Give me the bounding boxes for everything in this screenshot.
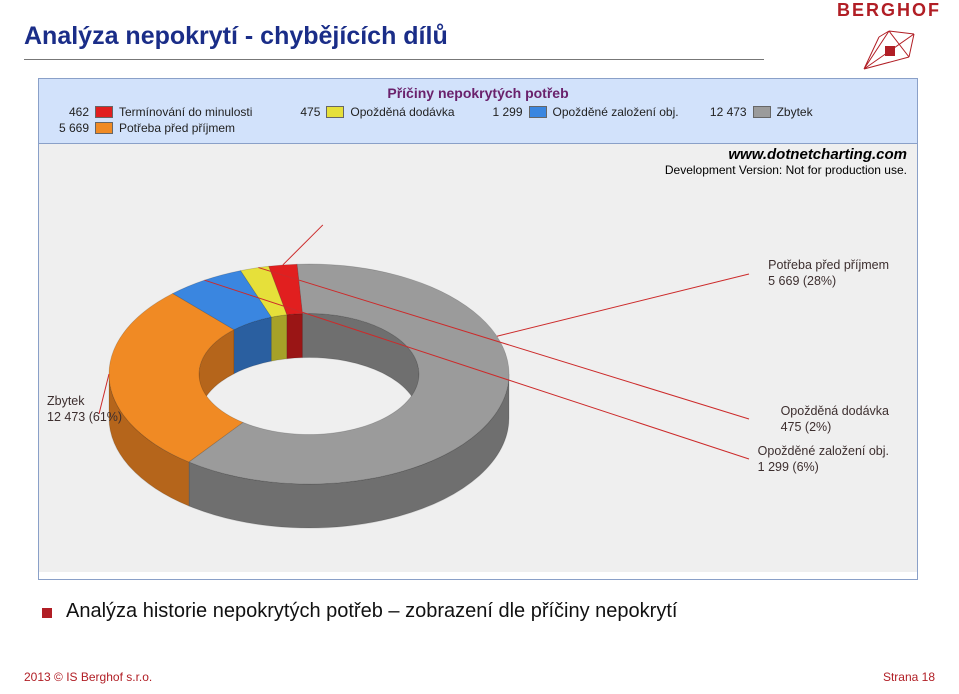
legend-count: 12 473	[707, 105, 747, 119]
legend-swatch	[95, 106, 113, 118]
callout-label: Potřeba před příjmem	[768, 258, 889, 272]
legend-count: 5 669	[49, 121, 89, 135]
chart-title: Příčiny nepokrytých potřeb	[49, 85, 907, 101]
callout-value: 12 473 (61%)	[47, 410, 122, 426]
footer-left: 2013 © IS Berghof s.r.o.	[24, 670, 152, 684]
legend-item: 5 669 Potřeba před příjmem	[49, 121, 235, 135]
legend-label: Zbytek	[777, 105, 813, 119]
callout-value: 5 669 (28%)	[768, 274, 889, 290]
slice-innerwall-termin	[287, 314, 303, 359]
legend-count: 475	[280, 105, 320, 119]
brand-icon	[859, 29, 919, 75]
chart-legend: Příčiny nepokrytých potřeb 462 Termínován…	[39, 79, 917, 144]
legend-label: Potřeba před příjmem	[119, 121, 235, 135]
footer: 2013 © IS Berghof s.r.o. Strana 18	[24, 670, 935, 684]
callout-label: Zbytek	[47, 394, 85, 408]
legend-item: 462 Termínování do minulosti	[49, 105, 252, 119]
brand-block: BERGHOF	[837, 0, 941, 75]
legend-item: 12 473 Zbytek	[707, 105, 813, 119]
chart-plot-area: www.dotnetcharting.com Development Versi…	[39, 144, 917, 572]
legend-rows: 462 Termínování do minulosti 475 Opožděná d…	[49, 105, 907, 135]
legend-swatch	[529, 106, 547, 118]
legend-count: 1 299	[483, 105, 523, 119]
brand-name: BERGHOF	[837, 0, 941, 21]
chart-container: Příčiny nepokrytých potřeb 462 Termínován…	[38, 78, 918, 580]
bullet-block: Analýza historie nepokrytých potřeb – zo…	[42, 600, 677, 623]
callout-label: Opožděné založení obj.	[758, 444, 889, 458]
callout-opoz-dod: Opožděná dodávka 475 (2%)	[781, 404, 889, 435]
callout-value: 475 (2%)	[781, 420, 889, 436]
callout-potreba: Potřeba před příjmem 5 669 (28%)	[768, 258, 889, 289]
legend-swatch	[326, 106, 344, 118]
legend-item: 475 Opožděná dodávka	[280, 105, 454, 119]
callout-opoz-zal: Opožděné založení obj. 1 299 (6%)	[758, 444, 889, 475]
bullet-text: Analýza historie nepokrytých potřeb – zo…	[66, 600, 677, 623]
slice-innerwall-opoz_dod	[271, 315, 286, 361]
leader-line	[497, 274, 749, 336]
callout-zbytek: Zbytek 12 473 (61%)	[47, 394, 122, 425]
legend-label: Termínování do minulosti	[119, 105, 252, 119]
legend-label: Opožděná dodávka	[350, 105, 454, 119]
leader-line	[283, 225, 323, 265]
bullet-icon	[42, 608, 52, 618]
callout-label: Opožděná dodávka	[781, 404, 889, 418]
legend-label: Opožděné založení obj.	[553, 105, 679, 119]
legend-item: 1 299 Opožděné založení obj.	[483, 105, 679, 119]
legend-swatch	[753, 106, 771, 118]
legend-count: 462	[49, 105, 89, 119]
donut-chart	[99, 194, 519, 554]
footer-right: Strana 18	[883, 670, 935, 684]
page-title: Analýza nepokrytí - chybějících dílů	[24, 22, 764, 60]
legend-swatch	[95, 122, 113, 134]
callout-value: 1 299 (6%)	[758, 460, 889, 476]
